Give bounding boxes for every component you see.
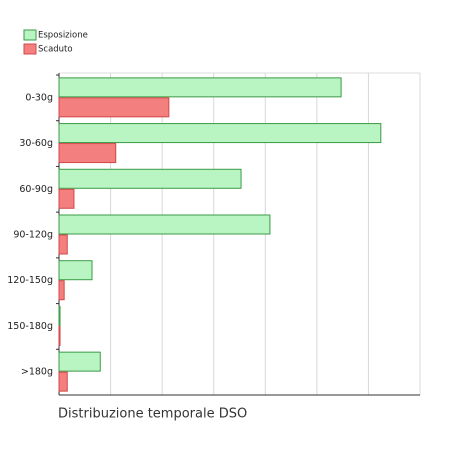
bar — [58, 234, 68, 255]
bar — [58, 123, 382, 144]
y-tick-label: 0-30g — [25, 92, 53, 103]
bar — [58, 97, 170, 118]
bar — [58, 168, 242, 189]
y-tick-label: 60-90g — [19, 184, 53, 195]
y-tick-label: >180g — [21, 367, 53, 378]
legend-label: Scaduto — [38, 45, 73, 55]
bar — [58, 305, 61, 326]
bar — [58, 260, 93, 281]
legend-swatch — [23, 43, 37, 55]
y-tick-label: 120-150g — [7, 275, 53, 286]
legend-swatch — [23, 29, 37, 41]
bar — [58, 371, 68, 392]
bar — [58, 188, 75, 209]
y-tick-label: 30-60g — [19, 138, 53, 149]
chart-title: Distribuzione temporale DSO — [58, 407, 247, 422]
bar — [58, 143, 117, 164]
bar — [58, 325, 61, 346]
y-tick-label: 150-180g — [7, 321, 53, 332]
bar — [58, 77, 342, 98]
bar — [58, 351, 101, 372]
bar — [58, 214, 271, 235]
y-tick-label: 90-120g — [13, 230, 53, 241]
legend-label: Esposizione — [38, 31, 88, 41]
bar — [58, 280, 65, 301]
